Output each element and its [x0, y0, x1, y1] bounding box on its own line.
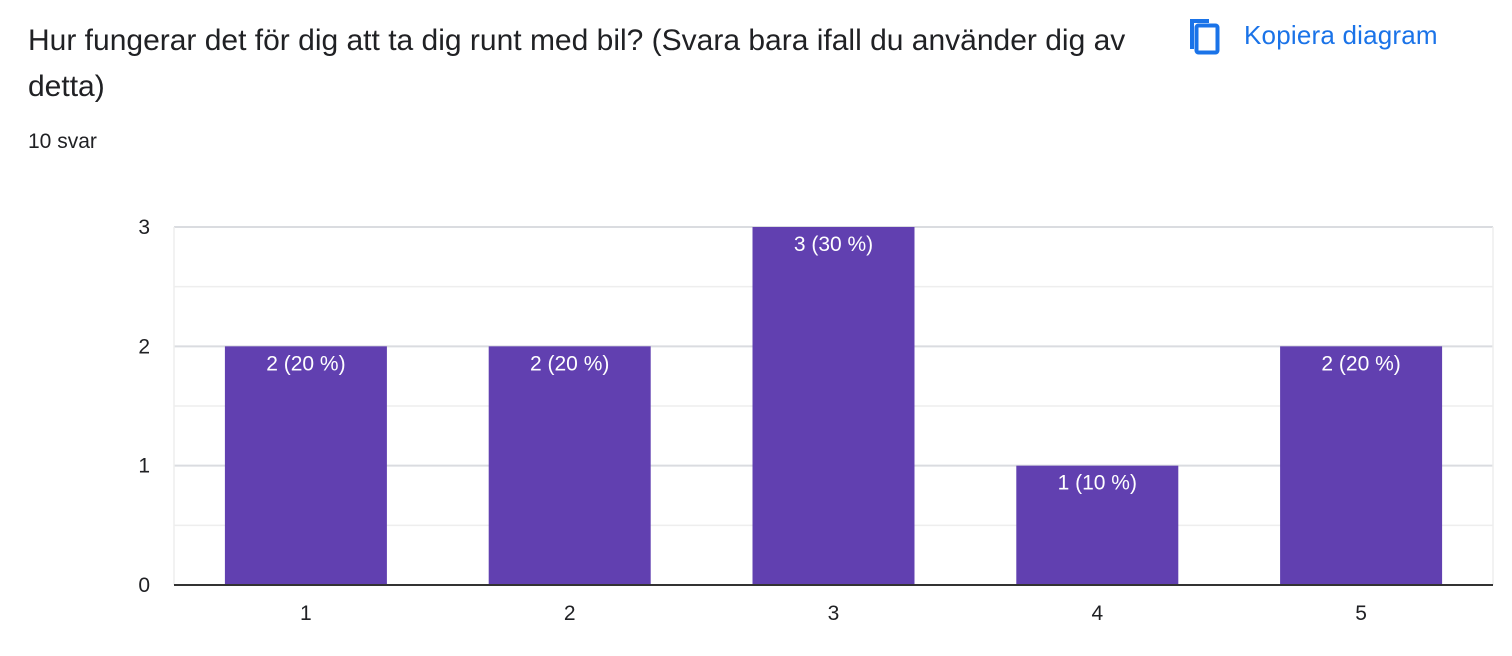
bar-data-label: 1 (10 %)	[1058, 472, 1137, 495]
bar-data-label: 2 (20 %)	[266, 352, 345, 375]
x-axis-ticks: 1 2 3 4 5	[300, 602, 1367, 625]
bar	[1280, 346, 1443, 585]
copy-icon	[1190, 19, 1220, 55]
bar-data-label: 2 (20 %)	[530, 352, 609, 375]
response-count: 10 svar	[28, 130, 97, 153]
x-tick-label: 5	[1355, 602, 1367, 625]
question-title: Hur fungerar det för dig att ta dig runt…	[28, 24, 1126, 103]
bar	[1016, 465, 1179, 585]
chart-bars	[224, 227, 1443, 585]
bar-data-label: 3 (30 %)	[794, 233, 873, 256]
x-tick-label: 1	[300, 602, 312, 625]
y-axis-ticks: 0 1 2 3	[138, 216, 150, 597]
x-tick-label: 3	[828, 602, 840, 625]
x-tick-label: 2	[564, 602, 576, 625]
y-tick-label: 1	[138, 455, 150, 478]
y-tick-label: 3	[138, 216, 150, 239]
bar	[488, 346, 651, 585]
bar	[752, 227, 915, 585]
y-tick-label: 2	[138, 335, 150, 358]
chart-data-labels: 2 (20 %) 2 (20 %) 3 (30 %) 1 (10 %) 2 (20 %)	[266, 233, 1401, 495]
copy-chart-label: Kopiera diagram	[1244, 19, 1438, 50]
bar-data-label: 2 (20 %)	[1321, 352, 1400, 375]
bar	[224, 346, 387, 585]
copy-chart-button[interactable]: Kopiera diagram	[1176, 10, 1444, 60]
x-tick-label: 4	[1091, 602, 1103, 625]
y-tick-label: 0	[138, 574, 150, 597]
